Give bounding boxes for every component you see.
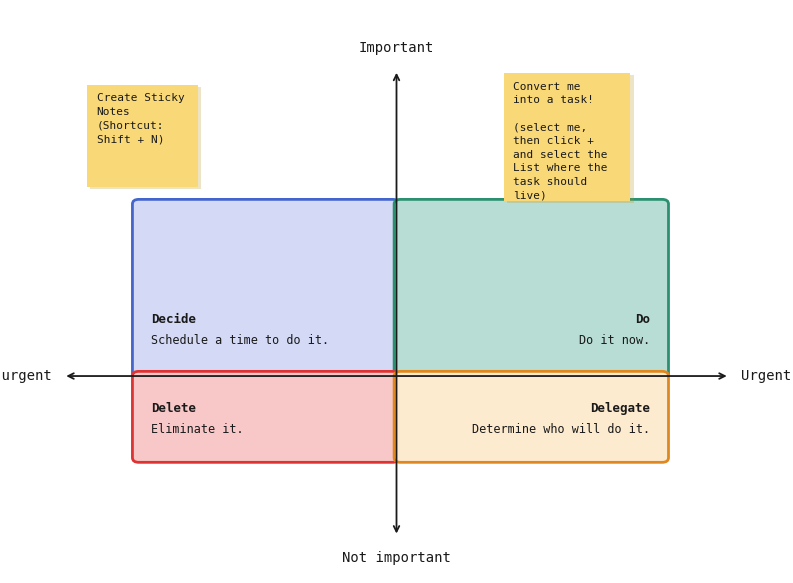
FancyBboxPatch shape [87, 85, 198, 187]
FancyBboxPatch shape [132, 199, 399, 378]
Text: Delete: Delete [151, 402, 196, 415]
FancyBboxPatch shape [504, 73, 630, 201]
FancyBboxPatch shape [132, 371, 399, 462]
FancyBboxPatch shape [394, 371, 668, 462]
FancyBboxPatch shape [394, 199, 668, 378]
Text: Eliminate it.: Eliminate it. [151, 423, 243, 436]
Text: Not important: Not important [342, 551, 451, 565]
Text: Determine who will do it.: Determine who will do it. [472, 423, 650, 436]
FancyBboxPatch shape [137, 203, 399, 378]
Text: Do it now.: Do it now. [579, 334, 650, 347]
Text: Do: Do [635, 314, 650, 326]
Text: Delegate: Delegate [590, 402, 650, 415]
FancyBboxPatch shape [399, 203, 668, 378]
FancyBboxPatch shape [90, 87, 201, 189]
Text: Urgent: Urgent [741, 369, 791, 383]
Text: Decide: Decide [151, 314, 196, 326]
Text: Important: Important [358, 41, 435, 55]
Text: Convert me
into a task!

(select me,
then click +
and select the
List where the
: Convert me into a task! (select me, then… [513, 82, 607, 201]
Text: Create Sticky
Notes
(Shortcut:
Shift + N): Create Sticky Notes (Shortcut: Shift + N… [97, 93, 185, 144]
Text: Not urgent: Not urgent [0, 369, 52, 383]
FancyBboxPatch shape [399, 375, 668, 462]
FancyBboxPatch shape [137, 375, 399, 462]
Text: Schedule a time to do it.: Schedule a time to do it. [151, 334, 329, 347]
FancyBboxPatch shape [507, 75, 634, 203]
